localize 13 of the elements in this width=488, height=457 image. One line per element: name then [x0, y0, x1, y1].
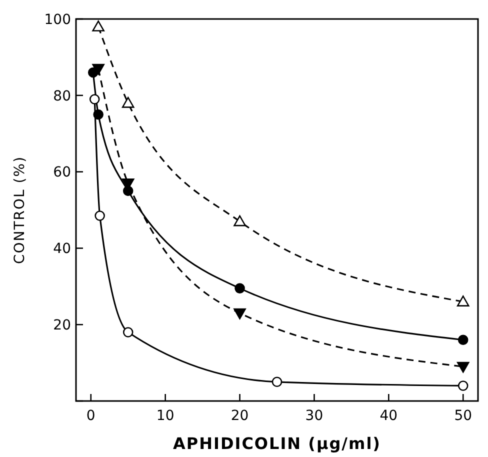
y-tick-label: 40: [53, 241, 71, 258]
x-tick-label: 0: [86, 408, 96, 424]
x-tick-label: 50: [454, 408, 472, 424]
x-tick-label: 10: [156, 408, 174, 424]
x-tick-label: 40: [380, 408, 398, 424]
x-tick-label: 30: [305, 408, 324, 424]
y-tick-label: 100: [44, 12, 71, 28]
x-axis-title: APHIDICOLIN (µg/ml): [173, 434, 381, 453]
y-axis-title: CONTROL (%): [12, 156, 28, 264]
y-tick-label: 80: [53, 88, 71, 104]
y-tick-label: 20: [53, 318, 71, 334]
y-tick-label: 60: [53, 164, 71, 181]
x-tick-label: 20: [230, 408, 249, 424]
